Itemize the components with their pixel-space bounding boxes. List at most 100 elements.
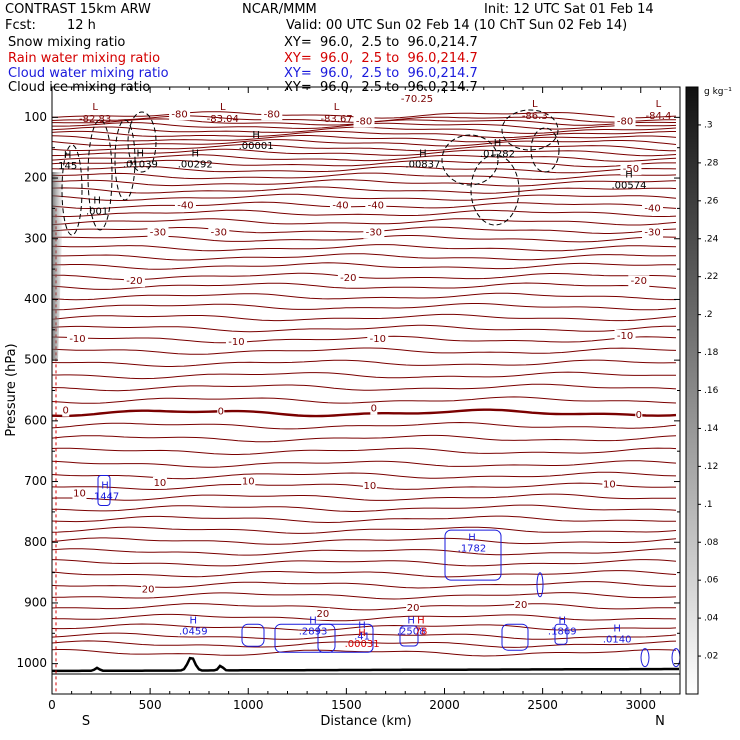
isotherm-line [52,292,676,301]
isotherm-line [52,154,677,162]
temperature-minimum-value: -82.83 [79,114,111,125]
colorbar-tick-label: .2 [704,310,713,320]
high-marker: H [252,130,260,141]
isotherm-line [52,396,677,404]
temperature-label-bg [72,487,87,500]
colorbar-unit: g kg⁻¹ [704,87,732,97]
temperature-label-bg [208,226,230,239]
temperature-contour-label: -80 [617,117,633,128]
isotherm-line [52,324,676,333]
temperature-contour-label: -40 [368,200,384,211]
isotherm-line [52,201,677,209]
snow-maximum-value: 145 [58,161,77,172]
cloud-water-maximum-value: .2508 [397,626,426,637]
temperature-contour-label: 20 [316,609,329,620]
temperature-contour-label: -20 [126,276,142,287]
high-marker: H [494,138,502,149]
low-marker: L [656,99,662,110]
high-marker: H [407,615,415,626]
temperature-contour-label: -20 [340,273,356,284]
temperature-label-bg [514,598,529,611]
isotherm-line [52,570,677,578]
isotherm-line [52,244,677,252]
terrain-surface-line [52,656,679,673]
isotherm-line [52,421,677,430]
y-tick-label: 700 [24,474,47,488]
model-title: CONTRAST 15km ARW [5,2,151,17]
temperature-label-bg [406,601,421,614]
colorbar-tick-label: .14 [704,424,719,434]
low-marker: L [334,102,340,113]
x-tick-label: 1000 [233,698,264,712]
temperature-contour-label: 10 [154,478,167,489]
high-marker: H [625,169,633,180]
isotherm-line [52,166,677,174]
snow-contour [530,127,560,173]
snow-contour [61,144,83,236]
isotherm-line [52,347,677,355]
temperature-label-bg [396,93,439,106]
init-time: Init: 12 UTC Sat 01 Feb 14 [484,2,654,17]
x-tick-label: 0 [48,698,56,712]
temperature-label-bg [123,275,145,288]
isotherm-line [52,471,677,480]
colorbar-tick-label: .04 [704,614,719,624]
high-marker: H [101,481,109,492]
temperature-contour-label: -80 [171,109,187,120]
temperature-label-bg [152,476,167,489]
temperature-label-bg [367,332,389,345]
cloud-water-maximum-value: .0140 [603,634,632,645]
temperature-label-bg [62,404,70,417]
temperature-label-bg [370,402,378,415]
y-tick-label: 1000 [16,656,47,670]
temperature-label-bg [67,332,89,345]
x-tick-label: 500 [139,698,162,712]
high-marker: H [358,628,366,639]
y-tick-label: 400 [24,292,47,306]
isotherm-line [52,559,677,567]
temperature-label-bg [169,108,191,121]
snow-contour [87,119,113,231]
temperature-contour-label: -40 [177,200,193,211]
rain-maximum-value: .00031 [345,639,380,650]
colorbar-tick-label: .26 [704,196,719,206]
high-marker: H [558,615,566,626]
cloud-water-contour [399,625,419,647]
snow-maximum-value: .01039 [123,160,158,171]
isotherm-line [52,193,677,201]
isotherm-line [52,640,677,648]
high-marker: H [613,623,621,634]
colorbar-tick-label: .06 [704,576,719,586]
temperature-contour-label: -10 [228,337,244,348]
cloud-water-contour [554,623,568,645]
snow-contour [470,154,520,226]
isotherm-line [52,548,676,556]
isotherm-line [52,143,676,152]
rain-maximum-value: 78 [415,626,428,637]
y-tick-label: 300 [24,231,47,245]
snow-contour [501,109,559,151]
isotherm-line [52,303,677,311]
isotherm-line [52,515,676,524]
field-xy-cloud-water: XY= 96.0, 2.5 to 96.0,214.7 [284,66,478,81]
temperature-contour-label: 0 [218,407,224,418]
isotherm-line [52,335,677,344]
cloud-water-maximum-value: .41 [354,631,370,642]
isotherm-line [52,148,677,157]
temperature-minimum-value: -84.4 [645,111,671,122]
temperature-contour-label: 0 [636,410,642,421]
temperature-contour-label: -10 [617,331,633,342]
temperature-label-bg [329,199,351,212]
cloud-water-maximum-value: .0459 [179,626,208,637]
axes-layer: 0 500 1000 1500 2000 2500 30001002003004005006… [16,87,680,712]
temperature-contour-label: -30 [366,228,382,239]
colorbar-tick-label: .02 [704,652,718,662]
isotherm-line [52,359,676,367]
temperature-contour-label: -70.25 [401,94,433,105]
isotherm-line [52,313,677,322]
high-marker: H [417,615,425,626]
high-marker: H [190,615,198,626]
field-xy-rain: XY= 96.0, 2.5 to 96.0,214.7 [284,51,478,66]
forecast-label: Fcst: [5,18,36,33]
y-tick-label: 100 [24,110,47,124]
